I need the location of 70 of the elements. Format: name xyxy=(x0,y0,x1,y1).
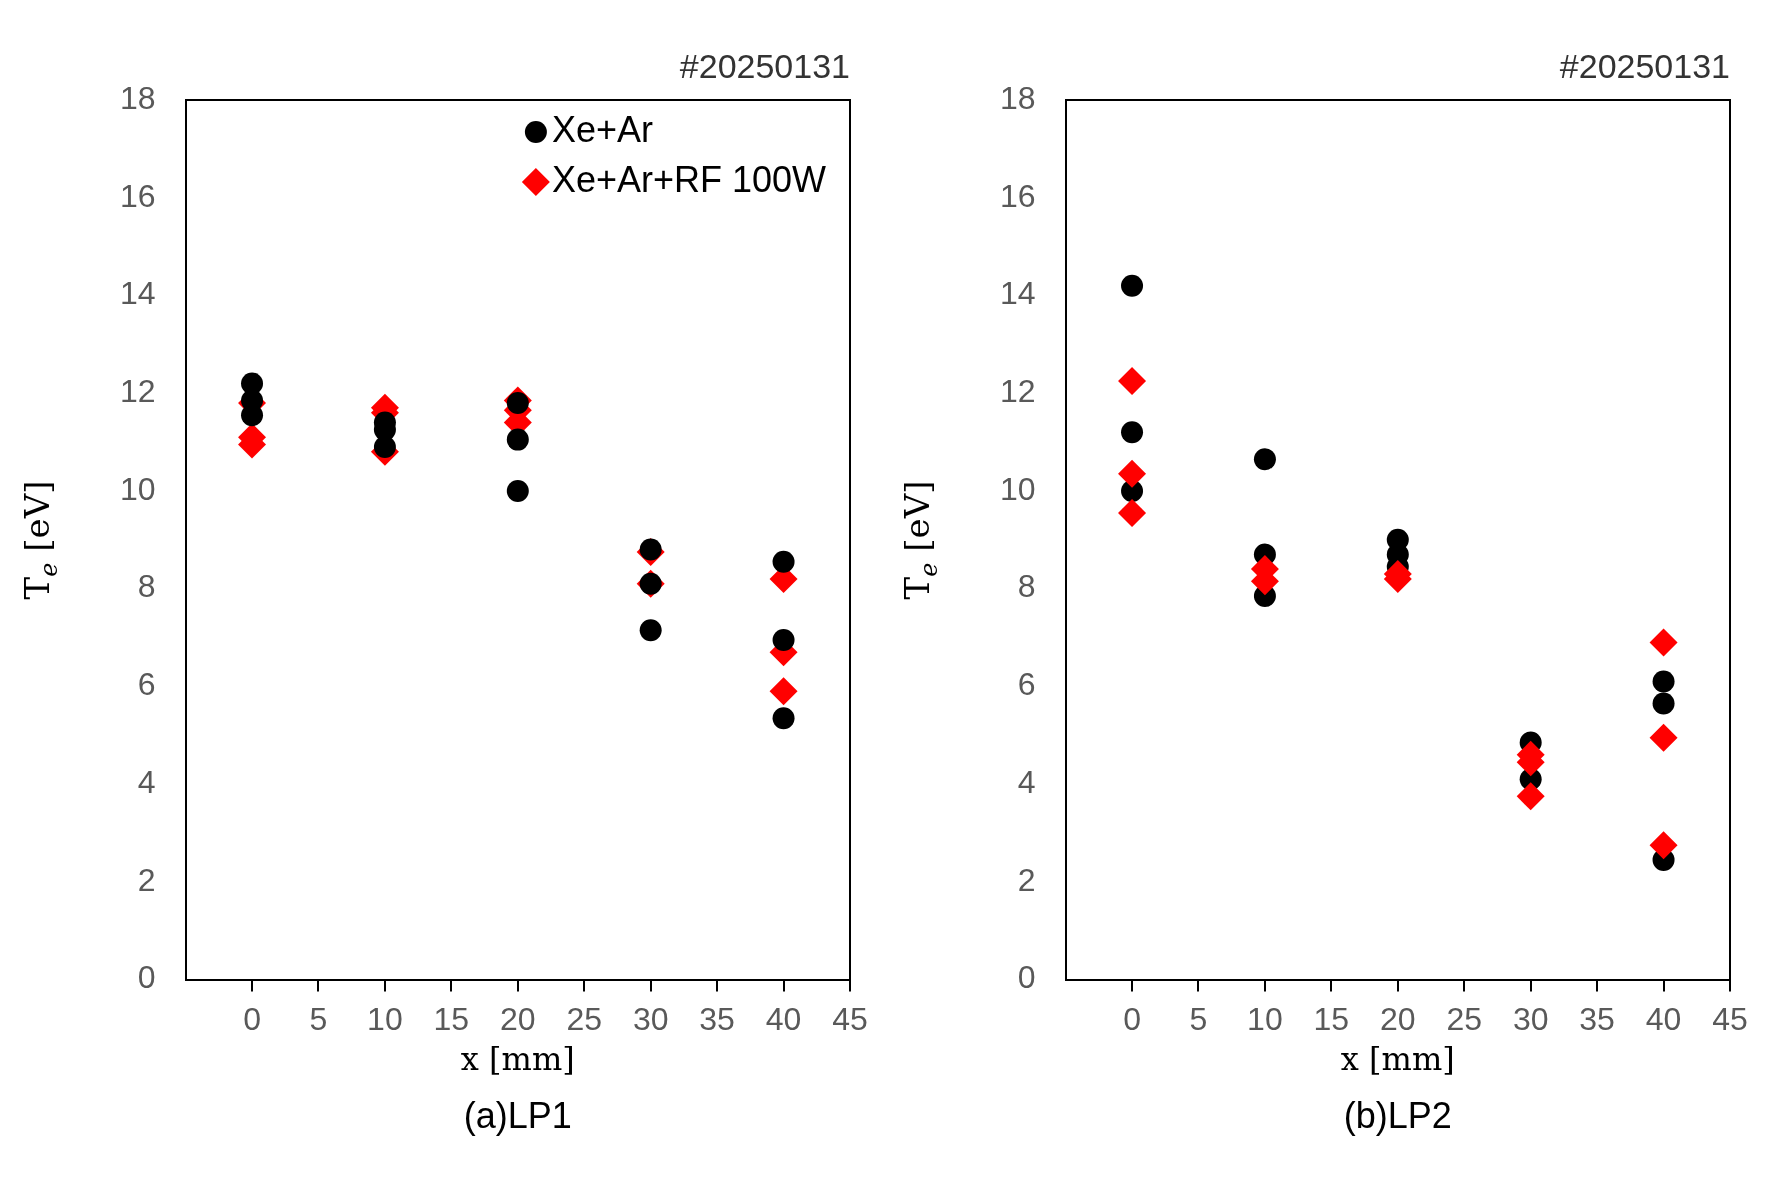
x-tick-label: 15 xyxy=(433,1000,470,1037)
text: (a)LP1 xyxy=(463,1095,572,1137)
x-tick-label: 35 xyxy=(699,1000,735,1037)
point xyxy=(1118,366,1147,395)
y-tick-label: 2 xyxy=(1017,861,1036,898)
point xyxy=(639,619,662,642)
text: #20250131 xyxy=(1559,47,1730,86)
point xyxy=(1118,459,1147,488)
point xyxy=(506,428,529,451)
x-tick-label: 0 xyxy=(1123,1000,1141,1037)
point xyxy=(1121,421,1144,444)
y-tick-label: 14 xyxy=(120,275,156,312)
y-tick-label: 0 xyxy=(137,959,156,996)
y-tick-label: 18 xyxy=(120,79,156,116)
x-tick-label: 25 xyxy=(1446,1000,1483,1037)
y-tick-label: 18 xyxy=(1000,79,1036,116)
x-tick-label: 5 xyxy=(1189,1000,1208,1037)
y-tick-label: 6 xyxy=(137,666,156,703)
x-tick-label: 10 xyxy=(1247,1000,1283,1037)
text: (b)LP2 xyxy=(1343,1095,1452,1137)
point xyxy=(1652,670,1675,693)
legend-label: Xe+Ar xyxy=(551,108,653,150)
x-tick-label: 40 xyxy=(1645,1000,1682,1037)
point xyxy=(1121,274,1144,297)
y-tick-label: 4 xyxy=(1017,763,1036,800)
x-tick-label: 40 xyxy=(765,1000,802,1037)
x-axis-title: x [mm] xyxy=(1340,1040,1455,1078)
x-tick-label: 45 xyxy=(1712,1000,1748,1037)
x-tick-label: 0 xyxy=(243,1000,261,1037)
point xyxy=(1652,692,1675,715)
y-tick-label: 8 xyxy=(137,568,156,605)
y-tick-label: 0 xyxy=(1017,959,1036,996)
point xyxy=(373,435,396,458)
point xyxy=(769,677,798,706)
y-tick-label: 8 xyxy=(1017,568,1036,605)
x-tick-label: 45 xyxy=(832,1000,868,1037)
y-tick-label: 10 xyxy=(120,470,156,507)
y-tick-label: 14 xyxy=(1000,275,1036,312)
y-tick-label: 6 xyxy=(1017,666,1036,703)
x-tick-label: 35 xyxy=(1579,1000,1615,1037)
x-tick-label: 15 xyxy=(1313,1000,1350,1037)
y-tick-label: 12 xyxy=(120,373,156,410)
point xyxy=(506,391,529,414)
legend-label: Xe+Ar+RF 100W xyxy=(551,158,827,200)
x-tick-label: 10 xyxy=(367,1000,403,1037)
y-tick-label: 10 xyxy=(1000,470,1036,507)
x-tick-label: 25 xyxy=(566,1000,603,1037)
x-tick-label: 5 xyxy=(309,1000,328,1037)
point xyxy=(772,707,795,730)
point xyxy=(1649,723,1678,752)
y-tick-label: 16 xyxy=(120,177,156,214)
y-tick-label: 4 xyxy=(137,763,156,800)
point xyxy=(1649,831,1678,860)
y-tick-label: 2 xyxy=(137,861,156,898)
x-tick-label: 30 xyxy=(1512,1000,1549,1037)
point xyxy=(506,479,529,502)
x-axis-title: x [mm] xyxy=(460,1040,575,1078)
point xyxy=(1253,448,1276,471)
point xyxy=(1516,782,1545,811)
point xyxy=(1649,628,1678,657)
x-tick-label: 30 xyxy=(632,1000,669,1037)
point xyxy=(1118,498,1147,527)
text: #20250131 xyxy=(679,47,850,86)
point xyxy=(772,628,795,651)
point xyxy=(241,404,264,427)
y-tick-label: 16 xyxy=(1000,177,1036,214)
x-tick-label: 20 xyxy=(1380,1000,1416,1037)
point xyxy=(772,550,795,573)
x-tick-label: 20 xyxy=(500,1000,536,1037)
y-tick-label: 12 xyxy=(1000,373,1036,410)
